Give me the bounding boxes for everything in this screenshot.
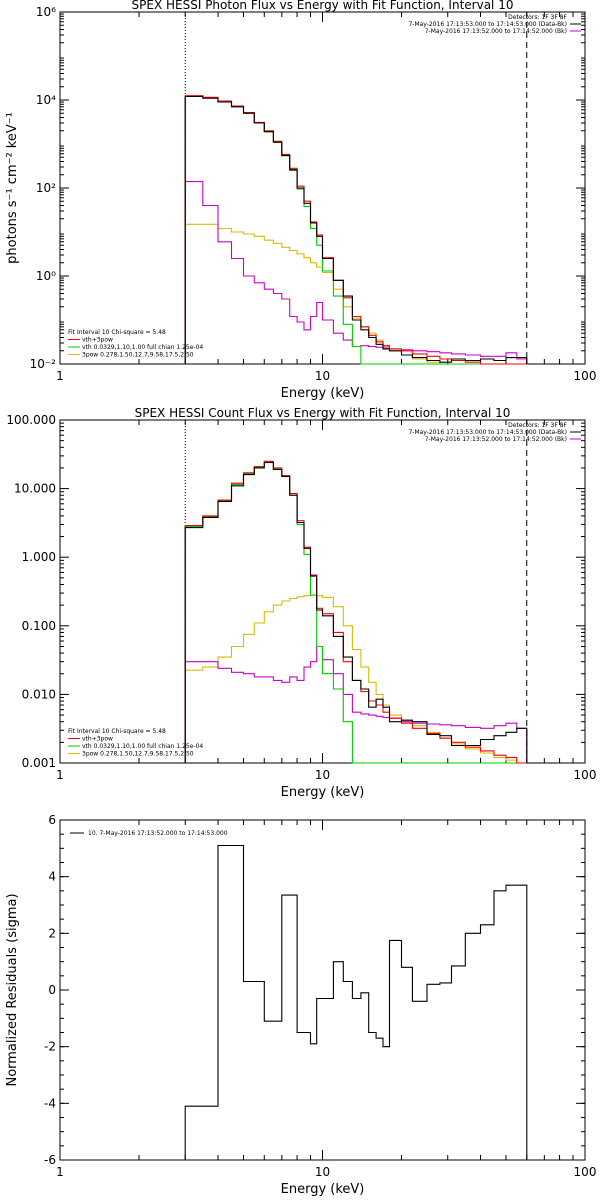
x-tick-label: 10 <box>315 768 330 782</box>
y-tick-label: 1.000 <box>22 550 56 564</box>
y-tick-label: 0 <box>48 983 56 997</box>
legend-bottom-entry: vth 0.0329,1.10,1.00 full chian 1.25e-04 <box>82 743 203 750</box>
y-tick-label: 0.100 <box>22 619 56 633</box>
chart-panel-1: SPEX HESSI Photon Flux vs Energy with Fi… <box>5 0 596 401</box>
chart-title: SPEX HESSI Photon Flux vs Energy with Fi… <box>132 0 514 12</box>
y-tick-label: 100.000 <box>6 413 56 427</box>
y-tick-label: 2 <box>48 926 56 940</box>
series-data-bk <box>184 95 528 364</box>
x-tick-label: 10 <box>315 1165 330 1179</box>
series-vth <box>184 461 527 764</box>
x-tick-label: 100 <box>574 768 597 782</box>
legend-bottom-entry: vth+3pow <box>82 736 113 743</box>
x-tick-label: 1 <box>56 768 64 782</box>
series-vth-3pow <box>184 460 527 764</box>
y-tick-label: -2 <box>44 1040 56 1054</box>
x-axis-label: Energy (keV) <box>281 1182 365 1197</box>
series-bk <box>184 645 528 763</box>
legend-bottom-entry: vth 0.0329,1.10,1.00 full chian 1.25e-04 <box>82 344 203 351</box>
series-3pow <box>184 594 527 764</box>
y-tick-label: -6 <box>44 1153 56 1167</box>
series-vth-3pow <box>184 95 527 365</box>
legend-bottom-entry: 3pow 0.278,1.50,12.7,9.58,17.5,2.50 <box>82 751 194 758</box>
y-tick-label: 10² <box>36 181 56 195</box>
legend-entry: 10. 7-May-2016 17:13:52.000 to 17:14:53.… <box>88 830 228 837</box>
chart-panel-3: 1 10 100 -6 -4 -2 0 2 4 6 Energy (keV) Normalized R… <box>5 813 596 1197</box>
y-tick-label: 10.000 <box>14 482 56 496</box>
legend-top-entry: 7-May-2016 17:13:52.000 to 17:14:52.000 … <box>425 28 567 35</box>
legend-top-entry: Detectors: 1F 3F 8F <box>508 422 567 429</box>
legend-top-entry: 7-May-2016 17:13:53.000 to 17:14:53.000 … <box>408 21 567 28</box>
y-tick-label: 10⁰ <box>36 269 56 283</box>
plot-frame <box>59 819 586 1161</box>
series-10-7-may-2016-17-13-52-000-to-17-14-53-000 <box>184 844 528 1160</box>
x-axis-label: Energy (keV) <box>281 386 365 401</box>
legend-bottom-entry: vth+3pow <box>82 337 113 344</box>
y-tick-label: 10⁻² <box>30 357 57 371</box>
y-axis-label: Normalized Residuals (sigma) <box>5 893 20 1086</box>
x-tick-label: 100 <box>574 369 597 383</box>
y-tick-label: -4 <box>44 1096 56 1110</box>
plot-frame <box>59 419 586 764</box>
legend-bottom-entry: 3pow 0.278,1.50,12.7,9.58,17.5,2.50 <box>82 352 194 359</box>
series-bk <box>184 181 528 364</box>
legend-top-entry: 7-May-2016 17:13:53.000 to 17:14:53.000 … <box>408 429 567 436</box>
series-vth <box>184 95 527 365</box>
y-tick-label: 0.001 <box>22 756 56 770</box>
y-tick-label: 0.010 <box>22 687 56 701</box>
legend-bottom-entry: Fit Interval 10 Chi-square = 5.48 <box>68 728 166 735</box>
x-tick-label: 1 <box>56 369 64 383</box>
x-axis-label: Energy (keV) <box>281 785 365 800</box>
y-tick-label: 10⁶ <box>36 5 56 19</box>
series-3pow <box>184 223 527 365</box>
y-axis-label: photons s⁻¹ cm⁻² keV⁻¹ <box>5 112 20 264</box>
chart-title: SPEX HESSI Count Flux vs Energy with Fit… <box>135 406 511 420</box>
legend-bottom-entry: Fit Interval 10 Chi-square = 5.48 <box>68 329 166 336</box>
chart-panel-2: SPEX HESSI Count Flux vs Energy with Fit… <box>6 406 596 800</box>
y-tick-label: 10⁴ <box>36 93 56 107</box>
x-tick-label: 1 <box>56 1165 64 1179</box>
series-data-bk <box>184 461 528 763</box>
x-tick-label: 100 <box>574 1165 597 1179</box>
legend-top-entry: 7-May-2016 17:13:52.000 to 17:14:52.000 … <box>425 436 567 443</box>
x-tick-label: 10 <box>315 369 330 383</box>
legend-top-entry: Detectors: 1F 3F 8F <box>508 14 567 21</box>
y-tick-label: 4 <box>48 870 56 884</box>
y-tick-label: 6 <box>48 813 56 827</box>
